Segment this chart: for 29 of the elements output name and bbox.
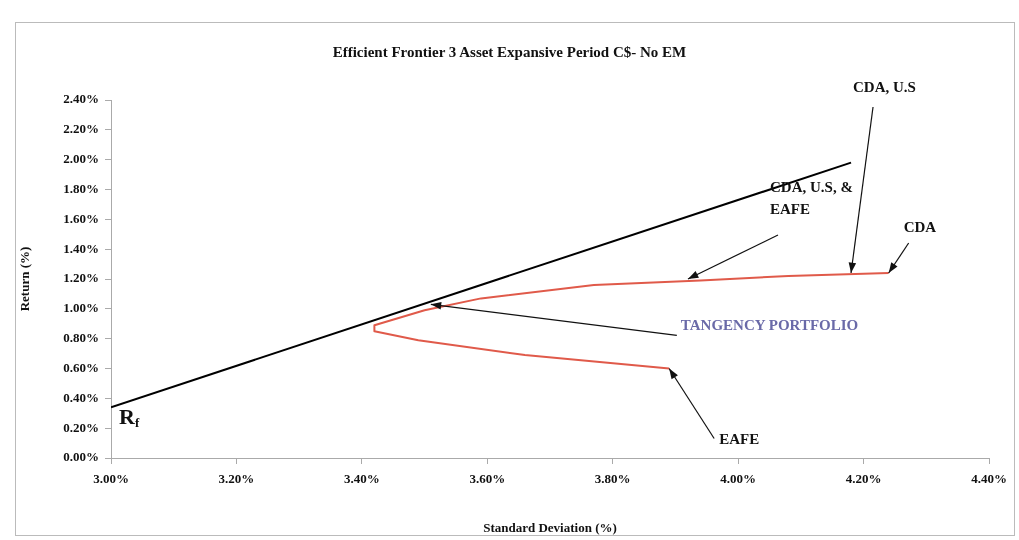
x-tick-label: 4.00% <box>720 471 757 487</box>
y-tick-label: 0.40% <box>63 389 99 405</box>
x-tick-label: 4.20% <box>845 471 882 487</box>
y-tick-label: 1.00% <box>63 300 99 316</box>
y-tick-label: 0.60% <box>63 359 99 375</box>
annotation: CDA, U.S <box>853 78 916 95</box>
y-tick-label: 0.00% <box>63 449 99 465</box>
y-axis-title: Return (%) <box>17 246 33 312</box>
chart-title: Efficient Frontier 3 Asset Expansive Period C$- No EM <box>331 44 688 61</box>
y-tick-label: 2.00% <box>63 151 99 167</box>
x-tick-label: 3.80% <box>594 471 631 487</box>
y-tick-label: 2.40% <box>63 91 99 107</box>
x-tick-label: 3.20% <box>218 471 255 487</box>
y-tick-label: 1.60% <box>63 210 99 226</box>
y-tick-label: 0.80% <box>63 330 99 346</box>
annotation: CDA <box>903 218 937 235</box>
annotation: TANGENCY PORTFOLIO <box>680 317 859 334</box>
y-tick-label: 0.20% <box>63 419 99 435</box>
y-tick-label: 1.40% <box>63 240 99 256</box>
annotation: CDA, U.S, & EAFE <box>769 178 853 217</box>
y-tick-label: 1.20% <box>63 270 99 286</box>
x-tick-label: 3.40% <box>343 471 380 487</box>
x-tick-label: 3.00% <box>93 471 129 487</box>
x-tick-label: 4.40% <box>971 471 1007 487</box>
y-tick-label: 2.20% <box>63 121 99 137</box>
annotation: EAFE <box>719 431 760 448</box>
y-tick-label: 1.80% <box>63 180 99 196</box>
x-axis-title: Standard Deviation (%) <box>483 519 617 535</box>
x-tick-label: 3.60% <box>469 471 506 487</box>
